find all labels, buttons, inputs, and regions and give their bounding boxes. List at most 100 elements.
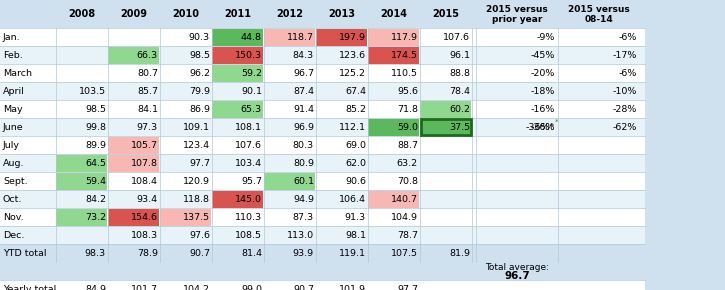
Text: 118.7: 118.7 <box>287 32 314 41</box>
Text: 93.9: 93.9 <box>293 249 314 258</box>
Text: Dec.: Dec. <box>3 231 25 240</box>
Text: 85.2: 85.2 <box>345 104 366 113</box>
Bar <box>0 244 645 262</box>
Text: -10%: -10% <box>613 86 637 95</box>
Text: 97.3: 97.3 <box>137 122 158 131</box>
Text: -17%: -17% <box>613 50 637 59</box>
Text: 71.8: 71.8 <box>397 104 418 113</box>
Bar <box>212 101 263 117</box>
Text: 99.0: 99.0 <box>241 284 262 290</box>
Bar <box>0 64 645 82</box>
Bar <box>368 119 420 135</box>
Bar <box>160 209 212 226</box>
Text: -20%: -20% <box>531 68 555 77</box>
Text: 63.2: 63.2 <box>397 159 418 168</box>
Text: 70.8: 70.8 <box>397 177 418 186</box>
Text: 2009: 2009 <box>120 9 147 19</box>
Text: 2015 versus: 2015 versus <box>486 5 548 14</box>
Text: 97.7: 97.7 <box>189 159 210 168</box>
Text: 62.0: 62.0 <box>345 159 366 168</box>
Text: 93.4: 93.4 <box>137 195 158 204</box>
Bar <box>57 155 107 171</box>
Text: 109.1: 109.1 <box>183 122 210 131</box>
Text: 96.9: 96.9 <box>293 122 314 131</box>
Bar <box>0 100 645 118</box>
Bar <box>212 28 263 46</box>
Text: 2015: 2015 <box>433 9 460 19</box>
Text: 65.3: 65.3 <box>241 104 262 113</box>
Bar <box>368 46 420 64</box>
Text: *: * <box>555 119 558 125</box>
Text: 80.3: 80.3 <box>293 140 314 150</box>
Text: 150.3: 150.3 <box>235 50 262 59</box>
Text: 98.5: 98.5 <box>189 50 210 59</box>
Text: 97.6: 97.6 <box>189 231 210 240</box>
Text: 107.6: 107.6 <box>235 140 262 150</box>
Bar <box>109 46 160 64</box>
Text: 78.4: 78.4 <box>449 86 470 95</box>
Text: 89.9: 89.9 <box>85 140 106 150</box>
Bar <box>0 46 645 64</box>
Text: Total average:: Total average: <box>485 264 549 273</box>
Text: April: April <box>3 86 25 95</box>
Text: 98.1: 98.1 <box>345 231 366 240</box>
Bar <box>57 173 107 189</box>
Text: 98.3: 98.3 <box>85 249 106 258</box>
Text: 88.8: 88.8 <box>449 68 470 77</box>
Text: 120.9: 120.9 <box>183 177 210 186</box>
Text: 80.7: 80.7 <box>137 68 158 77</box>
Bar <box>368 191 420 208</box>
Text: 80.9: 80.9 <box>293 159 314 168</box>
Text: 197.9: 197.9 <box>339 32 366 41</box>
Text: 2012: 2012 <box>276 9 304 19</box>
Text: 125.2: 125.2 <box>339 68 366 77</box>
Text: 91.3: 91.3 <box>345 213 366 222</box>
Text: Jan.: Jan. <box>3 32 20 41</box>
Text: 106.4: 106.4 <box>339 195 366 204</box>
Bar <box>0 190 645 208</box>
Text: 98.5: 98.5 <box>85 104 106 113</box>
Text: 117.9: 117.9 <box>391 32 418 41</box>
Text: 99.8: 99.8 <box>85 122 106 131</box>
Text: 96.2: 96.2 <box>189 68 210 77</box>
Text: 78.7: 78.7 <box>397 231 418 240</box>
Text: 108.3: 108.3 <box>131 231 158 240</box>
Text: -28%: -28% <box>613 104 637 113</box>
Text: 73.2: 73.2 <box>85 213 106 222</box>
Text: 123.4: 123.4 <box>183 140 210 150</box>
Bar <box>0 262 645 280</box>
Text: -9%: -9% <box>536 32 555 41</box>
Text: 87.4: 87.4 <box>293 86 314 95</box>
Text: -16%: -16% <box>531 104 555 113</box>
Bar <box>265 173 315 189</box>
Bar <box>57 209 107 226</box>
Text: 103.5: 103.5 <box>79 86 106 95</box>
Bar <box>421 119 471 135</box>
Text: 66.3: 66.3 <box>137 50 158 59</box>
Text: -36%: -36% <box>531 122 555 131</box>
Text: 59.2: 59.2 <box>241 68 262 77</box>
Text: 95.7: 95.7 <box>241 177 262 186</box>
Bar <box>0 172 645 190</box>
Text: -6%: -6% <box>618 68 637 77</box>
Text: 90.1: 90.1 <box>241 86 262 95</box>
Text: Sept.: Sept. <box>3 177 28 186</box>
Text: 123.6: 123.6 <box>339 50 366 59</box>
Text: 107.6: 107.6 <box>443 32 470 41</box>
Text: 94.9: 94.9 <box>293 195 314 204</box>
Text: 85.7: 85.7 <box>137 86 158 95</box>
Bar <box>317 28 368 46</box>
Text: 110.3: 110.3 <box>235 213 262 222</box>
Text: 84.1: 84.1 <box>137 104 158 113</box>
Text: 79.9: 79.9 <box>189 86 210 95</box>
Text: 84.3: 84.3 <box>293 50 314 59</box>
Text: 96.7: 96.7 <box>504 271 530 281</box>
Text: 90.7: 90.7 <box>293 284 314 290</box>
Text: 107.8: 107.8 <box>131 159 158 168</box>
Text: 145.0: 145.0 <box>235 195 262 204</box>
Text: 96.7: 96.7 <box>293 68 314 77</box>
Text: 84.2: 84.2 <box>85 195 106 204</box>
Bar <box>420 101 471 117</box>
Text: prior year: prior year <box>492 15 542 24</box>
Bar <box>0 0 725 28</box>
